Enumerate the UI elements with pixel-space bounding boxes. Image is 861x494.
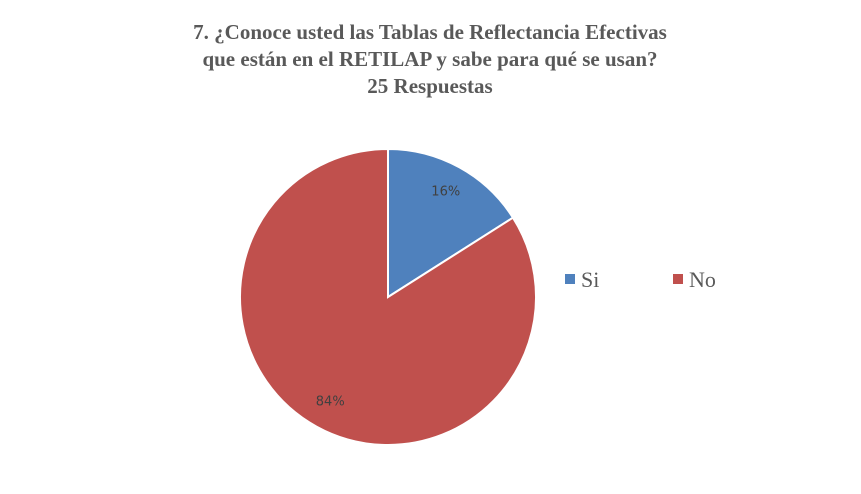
legend-label: Si	[581, 267, 599, 292]
pie-slice	[387, 147, 515, 299]
chart-title: 25 Respuestas	[367, 74, 492, 98]
legend-swatch	[565, 274, 575, 284]
data-label: 84%	[316, 395, 345, 410]
data-label: 16%	[431, 184, 460, 199]
legend-swatch	[673, 274, 683, 284]
legend-label: No	[689, 267, 716, 292]
chart-title: que están en el RETILAP y sabe para qué …	[202, 47, 657, 71]
pie-slice	[239, 147, 537, 446]
chart-title: 7. ¿Conoce usted las Tablas de Reflectan…	[193, 20, 667, 44]
